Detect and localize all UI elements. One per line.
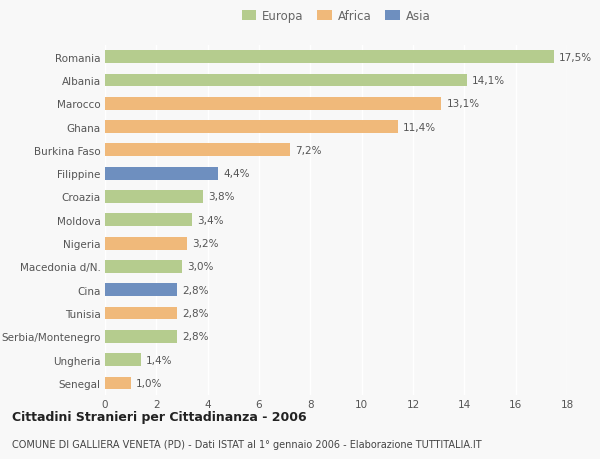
Text: 17,5%: 17,5% bbox=[559, 52, 592, 62]
Bar bbox=[105, 74, 467, 87]
Bar bbox=[105, 307, 177, 320]
Text: 11,4%: 11,4% bbox=[403, 122, 436, 132]
Bar bbox=[105, 330, 177, 343]
Bar bbox=[105, 237, 187, 250]
Bar bbox=[105, 260, 182, 273]
Text: 2,8%: 2,8% bbox=[182, 285, 209, 295]
Text: 2,8%: 2,8% bbox=[182, 331, 209, 341]
Text: 13,1%: 13,1% bbox=[446, 99, 479, 109]
Bar bbox=[105, 51, 554, 64]
Text: 14,1%: 14,1% bbox=[472, 76, 505, 86]
Bar bbox=[105, 168, 218, 180]
Bar bbox=[105, 144, 290, 157]
Bar bbox=[105, 214, 192, 227]
Text: 3,8%: 3,8% bbox=[208, 192, 234, 202]
Text: 3,0%: 3,0% bbox=[187, 262, 214, 272]
Bar bbox=[105, 353, 141, 366]
Text: 3,2%: 3,2% bbox=[192, 239, 219, 249]
Bar bbox=[105, 284, 177, 297]
Text: COMUNE DI GALLIERA VENETA (PD) - Dati ISTAT al 1° gennaio 2006 - Elaborazione TU: COMUNE DI GALLIERA VENETA (PD) - Dati IS… bbox=[12, 440, 482, 449]
Text: 1,4%: 1,4% bbox=[146, 355, 173, 365]
Text: Cittadini Stranieri per Cittadinanza - 2006: Cittadini Stranieri per Cittadinanza - 2… bbox=[12, 410, 307, 423]
Text: 7,2%: 7,2% bbox=[295, 146, 322, 156]
Text: 1,0%: 1,0% bbox=[136, 378, 162, 388]
Text: 3,4%: 3,4% bbox=[197, 215, 224, 225]
Text: 4,4%: 4,4% bbox=[223, 169, 250, 179]
Bar bbox=[105, 190, 203, 203]
Bar bbox=[105, 121, 398, 134]
Bar bbox=[105, 98, 441, 111]
Text: 2,8%: 2,8% bbox=[182, 308, 209, 319]
Legend: Europa, Africa, Asia: Europa, Africa, Asia bbox=[238, 6, 434, 27]
Bar bbox=[105, 377, 131, 390]
